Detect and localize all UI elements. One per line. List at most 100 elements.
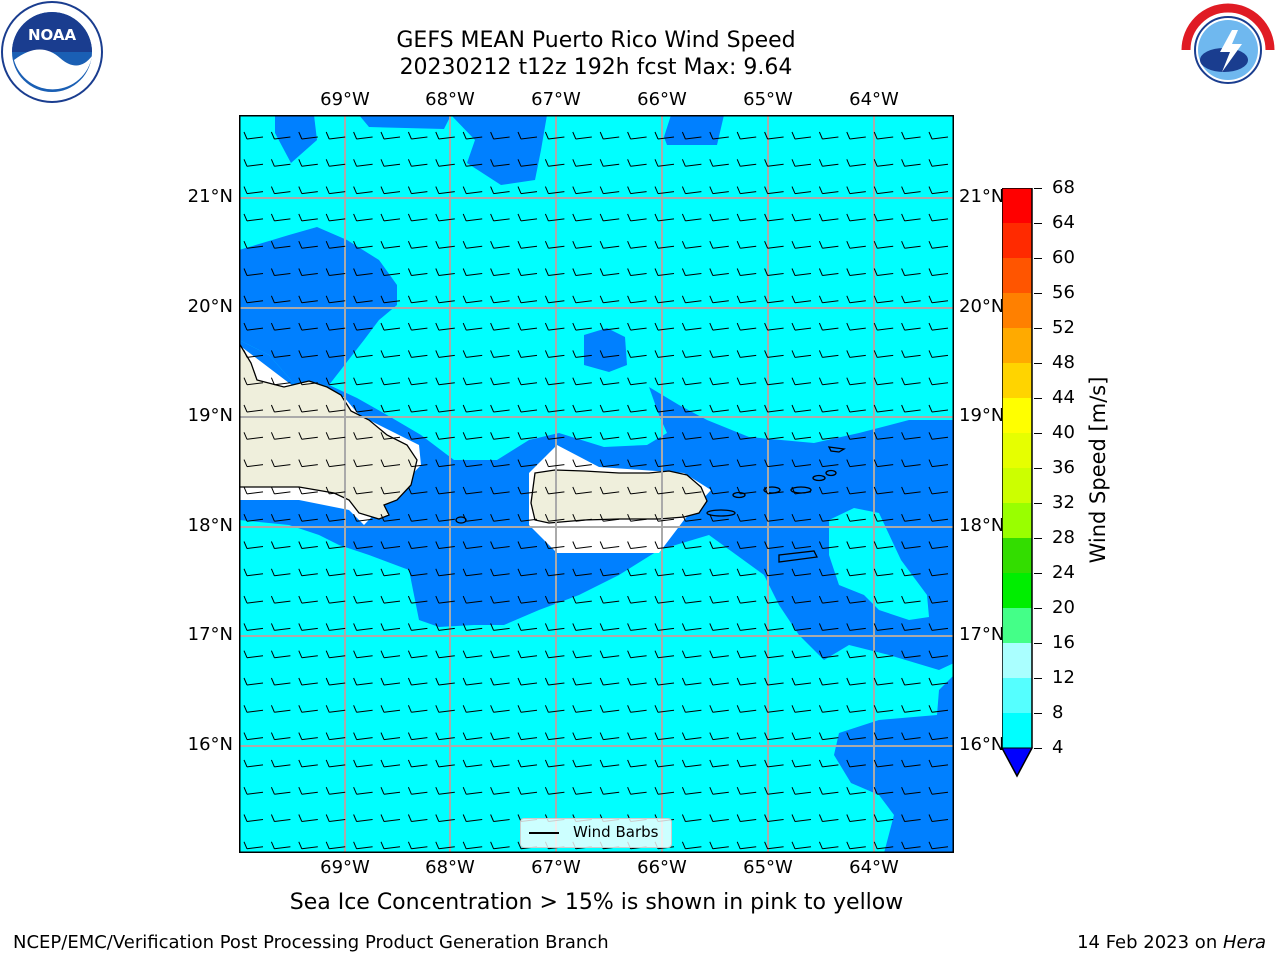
wind-barb xyxy=(928,295,949,304)
wind-barb xyxy=(243,404,264,413)
wind-barb xyxy=(490,541,510,549)
wind-barb xyxy=(681,732,702,741)
wind-barb xyxy=(243,650,264,659)
wind-barb xyxy=(681,623,702,631)
wind-barb xyxy=(599,131,620,140)
wind-barb xyxy=(298,432,318,440)
wind-barb xyxy=(791,131,812,140)
wind-barb xyxy=(791,432,812,440)
wind-barb xyxy=(654,322,675,331)
wind-barb xyxy=(270,322,291,331)
wind-barb xyxy=(681,514,702,522)
wind-barb xyxy=(270,186,291,195)
wind-barb xyxy=(298,623,318,631)
wind-barb xyxy=(353,377,373,386)
wind-barb xyxy=(517,732,538,741)
wind-barb xyxy=(380,404,401,413)
footer-date-text: 14 Feb 2023 on xyxy=(1077,932,1223,953)
wind-barb xyxy=(353,677,373,686)
colorbar-segment xyxy=(1002,398,1032,433)
wind-barb xyxy=(627,787,647,795)
wind-barb xyxy=(627,131,647,140)
colorbar-tick-mark xyxy=(1034,328,1042,329)
wind-barb xyxy=(681,268,702,276)
wind-barb xyxy=(764,159,784,167)
wind-barb xyxy=(270,787,291,795)
wind-barb xyxy=(846,677,866,686)
wind-barb xyxy=(353,241,373,249)
wind-barb xyxy=(243,541,264,549)
wind-barb xyxy=(270,623,291,631)
colorbar-segment xyxy=(1002,713,1032,748)
wind-barb xyxy=(901,213,921,222)
wind-barb xyxy=(572,759,592,768)
wind-barb xyxy=(709,159,729,167)
wind-barb xyxy=(599,677,620,686)
wind-barb xyxy=(490,131,510,140)
wind-barb xyxy=(681,213,702,222)
wind-barb xyxy=(873,732,894,741)
colorbar-tick-label: 56 xyxy=(1052,282,1075,303)
wind-barb xyxy=(270,759,291,768)
wind-barb xyxy=(298,514,318,522)
wind-barb xyxy=(243,568,264,577)
wind-barb xyxy=(572,432,592,440)
wind-barb xyxy=(818,131,839,140)
wind-barb xyxy=(353,213,373,222)
lon-label-top-68: 68°W xyxy=(425,89,475,110)
wind-barb xyxy=(572,514,592,522)
wind-barb xyxy=(709,759,729,768)
wind-speed-map[interactable] xyxy=(239,115,954,853)
wind-barb xyxy=(270,814,291,822)
wind-barb xyxy=(517,131,538,140)
low-wind-region-center xyxy=(584,328,627,372)
wind-barb xyxy=(681,705,702,713)
wind-barb xyxy=(791,350,812,358)
wind-barb xyxy=(627,595,647,604)
wind-barb xyxy=(435,568,455,577)
wind-barb xyxy=(298,213,318,222)
colorbar-label: Wind Speed [m/s] xyxy=(1086,376,1110,564)
footer-branch: NCEP/EMC/Verification Post Processing Pr… xyxy=(13,932,609,953)
wind-barb xyxy=(654,268,675,276)
wind-barb xyxy=(818,677,839,686)
wind-barb xyxy=(243,814,264,822)
colorbar-tick-label: 68 xyxy=(1052,177,1075,198)
wind-barb xyxy=(462,759,483,768)
wind-barb xyxy=(709,705,729,713)
wind-barb xyxy=(544,377,565,386)
wind-barb xyxy=(353,787,373,795)
wind-barb xyxy=(270,213,291,222)
wind-barb xyxy=(517,322,538,331)
wind-barb xyxy=(517,568,538,577)
wind-barb xyxy=(243,514,264,522)
wind-barb xyxy=(654,732,675,741)
colorbar-tick-label: 16 xyxy=(1052,632,1075,653)
wind-barb xyxy=(243,595,264,604)
wind-barb xyxy=(599,514,620,522)
wind-barb xyxy=(599,787,620,795)
wind-barb xyxy=(517,186,538,195)
wind-barb xyxy=(407,350,428,358)
wind-barb xyxy=(654,213,675,222)
lon-label-top-64: 64°W xyxy=(849,89,899,110)
wind-barb xyxy=(353,595,373,604)
wind-barb xyxy=(873,295,894,304)
wind-barb xyxy=(736,486,757,495)
colorbar-segment xyxy=(1002,328,1032,363)
wind-barb xyxy=(407,514,428,522)
wind-barb xyxy=(928,486,949,495)
wind-barb xyxy=(709,514,729,522)
wind-barb xyxy=(627,514,647,522)
lat-label-left-16: 16°N xyxy=(187,734,233,755)
wind-barb xyxy=(270,541,291,549)
wind-barb xyxy=(654,595,675,604)
wind-barb xyxy=(243,705,264,713)
wind-barb xyxy=(353,159,373,167)
wind-barb xyxy=(435,814,455,822)
wind-barb xyxy=(736,404,757,413)
wind-barb xyxy=(873,322,894,331)
wind-barb xyxy=(380,705,401,713)
wind-barb xyxy=(572,705,592,713)
wind-barb xyxy=(736,841,757,850)
